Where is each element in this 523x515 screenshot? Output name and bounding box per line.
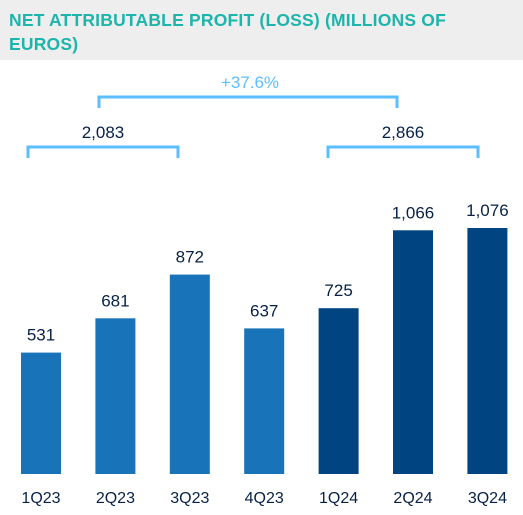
x-tick-labels: 1Q23 2Q23 3Q23 4Q23 1Q24 2Q24 3Q24: [21, 490, 507, 507]
group-2023-total: 2,083: [82, 123, 125, 142]
x-tick-label-3Q23: 3Q23: [170, 490, 209, 507]
value-label-2Q23: 681: [101, 291, 129, 310]
x-tick-label-4Q23: 4Q23: [245, 490, 284, 507]
bar-1Q24: [318, 308, 359, 474]
bar-4Q23: [244, 328, 285, 474]
value-label-2Q24: 1,066: [392, 203, 435, 222]
bracket-2024: [326, 145, 480, 158]
x-tick-label-3Q24: 3Q24: [468, 490, 507, 507]
bar-2Q24: [393, 230, 433, 474]
x-tick-label-1Q23: 1Q23: [21, 490, 60, 507]
value-label-1Q24: 725: [324, 281, 352, 300]
value-labels: 531 681 872 637 725 1,066 1,076: [27, 201, 509, 345]
bar-3Q24: [467, 228, 508, 474]
brackets: 2,083 2,866 +37.6%: [26, 73, 480, 158]
bars: [21, 228, 508, 474]
value-label-3Q24: 1,076: [466, 201, 509, 220]
x-tick-label-2Q24: 2Q24: [393, 490, 432, 507]
bar-1Q23: [21, 352, 61, 474]
bracket-change: [97, 95, 399, 108]
bar-2Q23: [95, 318, 136, 474]
x-tick-label-1Q24: 1Q24: [319, 490, 358, 507]
bracket-2023: [26, 145, 180, 158]
value-label-4Q23: 637: [250, 301, 278, 320]
bar-3Q23: [169, 274, 210, 474]
x-tick-label-2Q23: 2Q23: [96, 490, 135, 507]
chart-title: NET ATTRIBUTABLE PROFIT (LOSS) (MILLIONS…: [9, 10, 446, 54]
change-label: +37.6%: [221, 73, 279, 92]
value-label-1Q23: 531: [27, 326, 55, 345]
value-label-3Q23: 872: [176, 248, 204, 267]
group-2024-total: 2,866: [382, 123, 425, 142]
title-bar: [0, 0, 523, 60]
